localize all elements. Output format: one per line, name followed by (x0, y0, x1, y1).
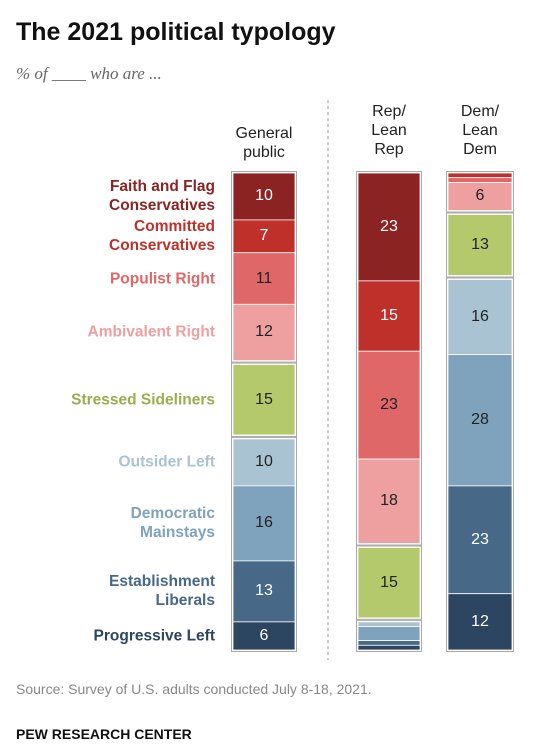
data-label: 10 (255, 187, 273, 205)
data-label: 23 (471, 530, 489, 548)
bar-segment (447, 177, 513, 183)
category-label: Democratic Mainstays (130, 505, 215, 542)
bar-segment (447, 593, 513, 651)
bar-segment (232, 219, 296, 254)
category-label: Progressive Left (93, 627, 215, 645)
data-label: 16 (255, 514, 273, 532)
category-label: Establishment Liberals (109, 573, 215, 610)
category-label: Outsider Left (118, 453, 215, 471)
column-header: General public (235, 125, 293, 161)
bar-segment (232, 252, 296, 305)
category-label: Faith and Flag Conservatives (109, 178, 215, 215)
source: Source: Survey of U.S. adults conducted … (16, 681, 372, 697)
bar-segment (232, 438, 296, 487)
bar-segment (447, 485, 513, 595)
bar-segment (357, 644, 421, 651)
data-label: 15 (380, 307, 398, 325)
data-label: 12 (255, 323, 273, 341)
data-label: 23 (380, 217, 398, 235)
group-outline (446, 212, 514, 278)
data-label: 23 (380, 396, 398, 414)
data-label: 13 (471, 236, 489, 253)
data-label: 13 (255, 582, 273, 600)
bar-segment (447, 354, 513, 487)
data-label: 6 (475, 187, 485, 205)
bar-segment (357, 280, 421, 352)
data-label: 18 (380, 492, 398, 510)
bar-segment (232, 364, 296, 436)
group-outline (446, 171, 514, 213)
bar-segment (357, 621, 421, 627)
bar-segment (357, 547, 421, 619)
data-label: 10 (255, 453, 273, 471)
bar-segment (232, 172, 296, 221)
subtitle: % of ____ who are ... (16, 64, 162, 83)
bar-segment (447, 279, 513, 355)
footer: PEW RESEARCH CENTER (16, 726, 192, 742)
category-label: Committed Conservatives (109, 218, 215, 255)
data-label: 15 (255, 390, 273, 408)
category-label: Stressed Sideliners (71, 391, 215, 409)
bar-segment (357, 640, 421, 646)
data-label: 12 (471, 612, 489, 630)
column-header: Dem/ Lean Dem (460, 103, 500, 158)
bar-segment (447, 214, 513, 276)
data-label: 7 (259, 227, 269, 245)
bar-segment (232, 560, 296, 623)
category-label: Ambivalent Right (87, 323, 215, 341)
bar-segment (357, 458, 421, 544)
group-outline (356, 545, 422, 620)
group-outline (231, 171, 297, 363)
group-outline (356, 171, 422, 546)
group-outline (446, 277, 514, 652)
bar-segment (447, 181, 513, 211)
bar-segment (357, 172, 421, 282)
bar-segment (447, 172, 513, 179)
bar-segment (232, 621, 296, 651)
group-outline (231, 362, 297, 437)
data-label: 28 (471, 411, 489, 429)
chart-title: The 2021 political typology (16, 18, 336, 46)
category-label: Populist Right (109, 270, 215, 288)
bar-segment (357, 626, 421, 642)
bar-segment (232, 485, 296, 562)
group-outline (231, 436, 297, 653)
data-label: 15 (380, 573, 398, 591)
bar-segment (232, 303, 296, 362)
group-outline (356, 619, 422, 652)
column-header: Rep/ Lean Rep (371, 103, 407, 158)
data-label: 16 (471, 308, 489, 325)
data-label: 11 (255, 269, 273, 287)
data-label: 6 (259, 626, 269, 644)
bar-segment (357, 350, 421, 460)
